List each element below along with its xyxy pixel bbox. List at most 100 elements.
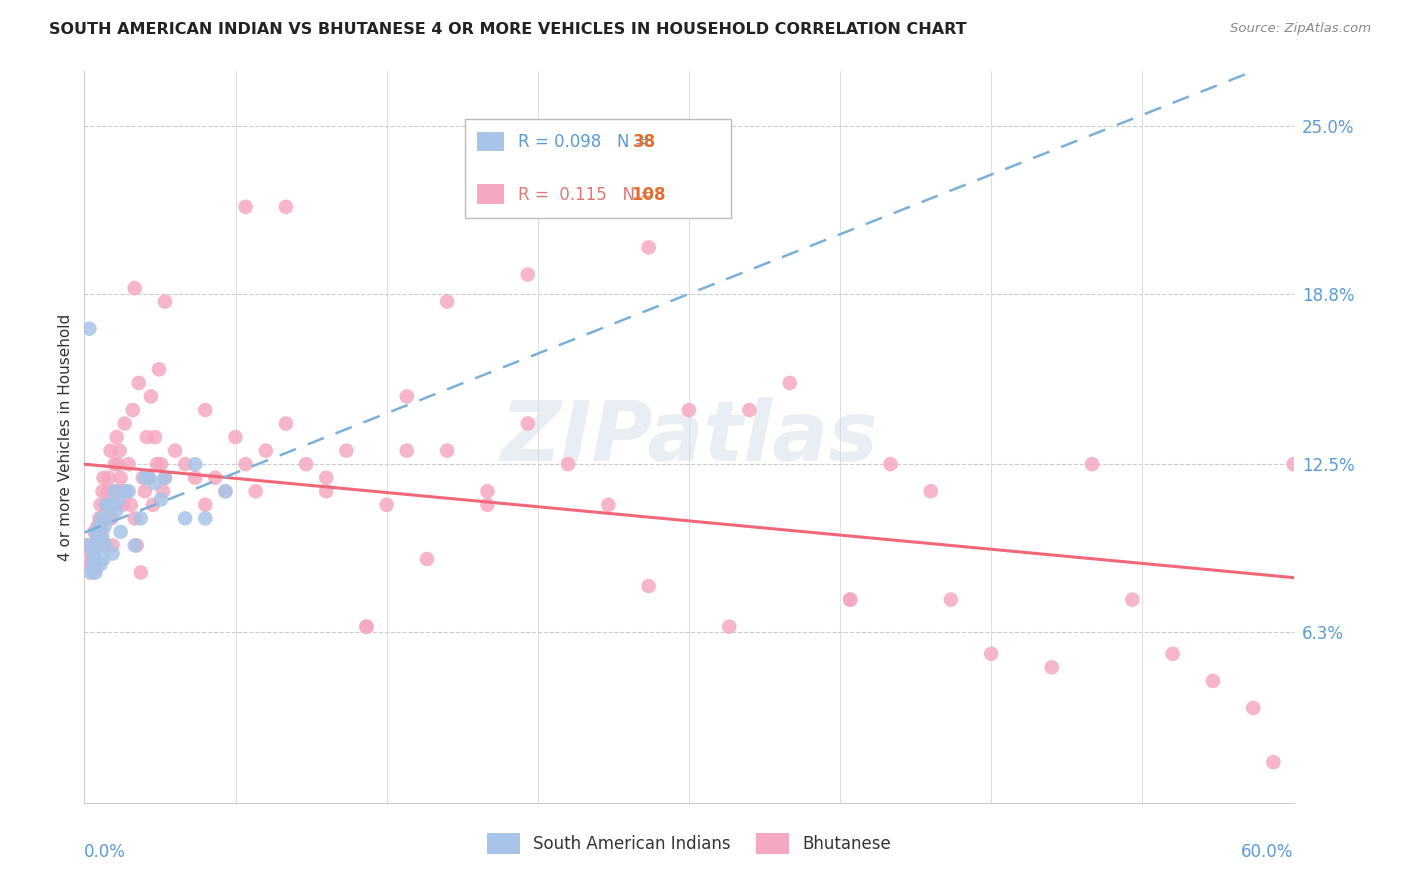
- Point: [110, 471, 132, 485]
- Point: [184, 471, 207, 485]
- Point: [138, 471, 160, 485]
- Point: [879, 457, 901, 471]
- Point: [416, 552, 439, 566]
- Point: [82, 558, 104, 572]
- Point: [86, 524, 108, 539]
- Point: [124, 538, 146, 552]
- Point: [436, 443, 458, 458]
- Point: [149, 492, 172, 507]
- Point: [1202, 673, 1225, 688]
- Point: [93, 538, 115, 552]
- Point: [108, 443, 131, 458]
- Point: [254, 443, 277, 458]
- Point: [76, 538, 98, 552]
- Point: [146, 457, 169, 471]
- Point: [436, 294, 458, 309]
- Point: [96, 498, 118, 512]
- Point: [83, 524, 105, 539]
- Point: [79, 566, 101, 580]
- Point: [93, 519, 115, 533]
- Text: 38: 38: [633, 133, 657, 152]
- Point: [980, 647, 1002, 661]
- Y-axis label: 4 or more Vehicles in Household: 4 or more Vehicles in Household: [58, 313, 73, 561]
- Point: [89, 498, 111, 512]
- Point: [82, 566, 104, 580]
- Point: [1241, 701, 1264, 715]
- Point: [97, 471, 120, 485]
- Point: [97, 511, 120, 525]
- Point: [114, 484, 136, 499]
- Point: [110, 524, 132, 539]
- Point: [204, 471, 226, 485]
- Point: [87, 538, 110, 552]
- Point: [1121, 592, 1143, 607]
- FancyBboxPatch shape: [478, 132, 503, 151]
- Point: [153, 471, 176, 485]
- Point: [375, 498, 398, 512]
- Point: [84, 566, 107, 580]
- Point: [245, 484, 267, 499]
- Point: [121, 403, 143, 417]
- Point: [77, 538, 100, 552]
- Text: SOUTH AMERICAN INDIAN VS BHUTANESE 4 OR MORE VEHICLES IN HOUSEHOLD CORRELATION C: SOUTH AMERICAN INDIAN VS BHUTANESE 4 OR …: [49, 22, 967, 37]
- Point: [80, 547, 103, 561]
- Point: [214, 484, 236, 499]
- Point: [920, 484, 942, 499]
- Point: [738, 403, 761, 417]
- Point: [104, 498, 127, 512]
- Point: [124, 511, 146, 525]
- Point: [395, 389, 418, 403]
- Point: [115, 484, 138, 499]
- Point: [132, 471, 155, 485]
- Text: ZIPatlas: ZIPatlas: [501, 397, 877, 477]
- Point: [939, 592, 962, 607]
- Point: [96, 511, 118, 525]
- Point: [101, 547, 124, 561]
- Point: [477, 484, 499, 499]
- Point: [356, 620, 378, 634]
- Point: [94, 538, 117, 552]
- Point: [395, 443, 418, 458]
- Point: [84, 558, 107, 572]
- Point: [1081, 457, 1104, 471]
- Point: [104, 484, 127, 499]
- Point: [174, 457, 197, 471]
- Point: [91, 530, 114, 544]
- Point: [89, 519, 111, 533]
- Text: R = 0.098   N =: R = 0.098 N =: [519, 133, 659, 152]
- Point: [107, 484, 129, 499]
- Point: [174, 511, 197, 525]
- Point: [111, 498, 134, 512]
- Point: [87, 530, 110, 544]
- Point: [134, 471, 156, 485]
- Point: [184, 457, 207, 471]
- Text: 60.0%: 60.0%: [1241, 843, 1294, 861]
- Point: [149, 457, 172, 471]
- Point: [86, 530, 108, 544]
- Point: [98, 498, 121, 512]
- Point: [152, 484, 174, 499]
- Point: [225, 430, 247, 444]
- Point: [143, 476, 166, 491]
- Point: [274, 417, 297, 431]
- Point: [637, 579, 659, 593]
- Point: [214, 484, 236, 499]
- Legend: South American Indians, Bhutanese: South American Indians, Bhutanese: [479, 827, 898, 860]
- Point: [1040, 660, 1063, 674]
- Point: [90, 511, 112, 525]
- Point: [90, 524, 112, 539]
- Point: [235, 457, 257, 471]
- Point: [134, 484, 156, 499]
- Point: [100, 498, 122, 512]
- Point: [82, 552, 104, 566]
- Point: [1161, 647, 1184, 661]
- Point: [94, 498, 117, 512]
- Point: [91, 484, 114, 499]
- Point: [718, 620, 741, 634]
- Point: [86, 519, 108, 533]
- Point: [129, 511, 152, 525]
- Point: [142, 498, 165, 512]
- Point: [89, 558, 111, 572]
- Point: [129, 566, 152, 580]
- Point: [274, 200, 297, 214]
